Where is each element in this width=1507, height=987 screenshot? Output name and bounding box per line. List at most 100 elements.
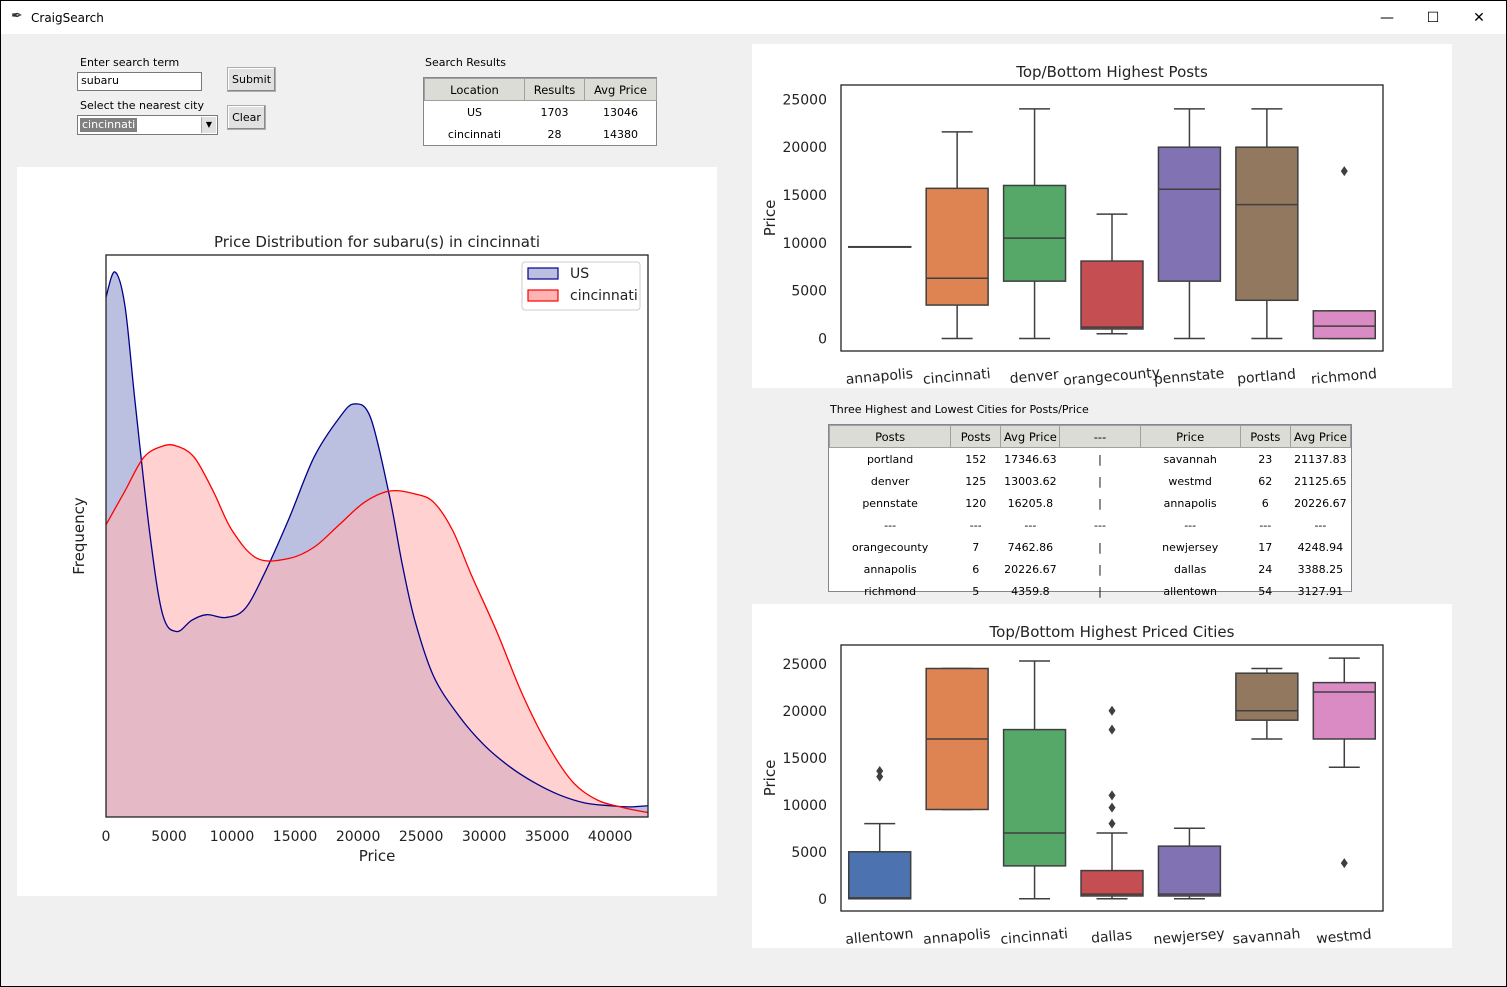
window-title: CraigSearch [31, 11, 104, 25]
search-term-input[interactable]: subaru [77, 72, 202, 91]
x-tick-label: allentown [845, 926, 914, 948]
outlier-point [1108, 818, 1116, 829]
y-tick-label: 15000 [782, 751, 827, 767]
column-header[interactable]: Posts [1239, 425, 1291, 448]
table-cell: --- [969, 518, 982, 532]
y-tick-label: 20000 [782, 704, 827, 720]
density-line-US [105, 271, 649, 808]
table-header-row: Location Results Avg Price [424, 78, 657, 101]
x-tick-label: annapolis [845, 366, 914, 388]
table-cell: annapolis [1163, 496, 1217, 510]
cities-table[interactable]: Posts Posts Avg Price --- Price Posts Av… [828, 424, 1352, 598]
city-select[interactable]: cincinnati ▼ [77, 115, 218, 135]
table-cell: 14380 [603, 127, 638, 141]
table-cell: allentown [1163, 584, 1217, 598]
x-tick-label: 5000 [151, 829, 187, 845]
column-header[interactable]: Location [424, 78, 525, 101]
column-header[interactable]: --- [1059, 425, 1141, 448]
table-cell: 3388.25 [1297, 562, 1344, 576]
posts-boxplot-chart: Top/Bottom Highest Posts Price 0 5000 10000 1… [761, 63, 1384, 389]
table-row[interactable]: richmond 5 4359.8 | allentown 54 3127.91 [830, 580, 1351, 602]
table-row[interactable]: annapolis 6 20226.67 | dallas 24 3388.25 [830, 558, 1351, 580]
clear-button[interactable]: Clear [227, 105, 266, 130]
table-cell: 62 [1258, 474, 1273, 488]
column-header[interactable]: Avg Price [1000, 425, 1061, 448]
box-body [847, 851, 912, 900]
outlier-point [876, 771, 884, 782]
table-cell: --- [1314, 518, 1327, 532]
y-axis-label: Frequency [70, 497, 88, 575]
table-cell: 17346.63 [1004, 452, 1057, 466]
plot-frame [105, 254, 649, 818]
city-select-value: cincinnati [80, 118, 138, 132]
price-distribution-chart: 0 5000 10000 15000 20000 25000 30000 35000 40000… [70, 233, 649, 865]
minimize-button[interactable]: — [1380, 10, 1394, 26]
table-cell: portland [866, 452, 914, 466]
column-header[interactable]: Avg Price [584, 78, 657, 101]
table-cell: 7462.86 [1007, 540, 1054, 554]
y-tick-label: 10000 [782, 236, 827, 252]
table-row[interactable]: pennstate 120 16205.8 | annapolis 6 20226.67 [830, 492, 1351, 514]
table-cell: newjersey [1162, 540, 1219, 554]
box-pennstate [1157, 108, 1222, 340]
table-row[interactable]: --- --- --- --- --- --- --- [830, 514, 1351, 536]
table-row[interactable]: denver 125 13003.62 | westmd 62 21125.65 [830, 470, 1351, 492]
x-tick-label: 25000 [399, 829, 444, 845]
box-body [1157, 146, 1222, 282]
x-tick-label: 30000 [462, 829, 507, 845]
table-cell: 20226.67 [1004, 562, 1057, 576]
box-westmd [1312, 657, 1377, 869]
table-cell: denver [870, 474, 910, 488]
table-cell: 23 [1258, 452, 1273, 466]
box-body [1312, 681, 1377, 740]
table-cell: westmd [1168, 474, 1212, 488]
search-results-table[interactable]: Location Results Avg Price US 1703 13046… [423, 77, 657, 146]
column-header[interactable]: Results [524, 78, 585, 101]
submit-button[interactable]: Submit [227, 67, 276, 92]
close-button[interactable]: ✕ [1473, 10, 1485, 26]
table-cell: 4248.94 [1297, 540, 1344, 554]
table-row[interactable]: orangecounty 7 7462.86 | newjersey 17 4248.94 [830, 536, 1351, 558]
table-cell: --- [884, 518, 897, 532]
column-header[interactable]: Posts [828, 425, 952, 448]
table-row[interactable]: cincinnati 28 14380 [425, 123, 657, 145]
table-cell: annapolis [863, 562, 917, 576]
x-tick-label: newjersey [1153, 926, 1226, 948]
y-tick-label: 10000 [782, 798, 827, 814]
table-cell: 16205.8 [1007, 496, 1054, 510]
plot-frame [840, 644, 1384, 912]
table-cell: | [1098, 452, 1102, 466]
price-distribution-panel: 0 5000 10000 15000 20000 25000 30000 35000 40000… [17, 167, 717, 896]
column-header[interactable]: Posts [950, 425, 1002, 448]
table-cell: 1703 [540, 105, 569, 119]
table-header-row: Posts Posts Avg Price --- Price Posts Av… [828, 425, 1352, 448]
box-body [1080, 869, 1144, 897]
chevron-down-icon[interactable]: ▼ [201, 117, 216, 133]
column-header[interactable]: Avg Price [1289, 425, 1352, 448]
table-cell: 54 [1258, 584, 1273, 598]
chart-title: Top/Bottom Highest Priced Cities [989, 623, 1235, 641]
y-tick-label: 20000 [782, 140, 827, 156]
x-axis-label: Price [359, 847, 396, 865]
maximize-button[interactable]: ☐ [1426, 10, 1440, 26]
legend-label: cincinnati [570, 288, 638, 304]
y-tick-label: 25000 [782, 92, 827, 108]
search-results-title: Search Results [425, 56, 507, 69]
column-header[interactable]: Price [1139, 425, 1241, 448]
table-cell: cincinnati [447, 127, 502, 141]
price-boxplot-chart: Top/Bottom Highest Priced Cities Price 0 50… [761, 623, 1384, 948]
table-row[interactable]: portland 152 17346.63 | savannah 23 21137.83 [830, 448, 1351, 471]
y-tick-label: 5000 [791, 284, 827, 300]
box-cincinnati [925, 131, 989, 340]
table-cell: | [1098, 562, 1102, 576]
table-row[interactable]: US 1703 13046 [425, 101, 657, 124]
outlier-point [1108, 790, 1116, 801]
box-body [1002, 184, 1067, 282]
table-cell: | [1098, 496, 1102, 510]
table-cell: 21137.83 [1294, 452, 1347, 466]
table-cell: 3127.91 [1297, 584, 1344, 598]
x-tick-label: dallas [1090, 927, 1132, 947]
table-cell: orangecounty [851, 540, 929, 554]
y-axis-label: Price [761, 200, 779, 237]
